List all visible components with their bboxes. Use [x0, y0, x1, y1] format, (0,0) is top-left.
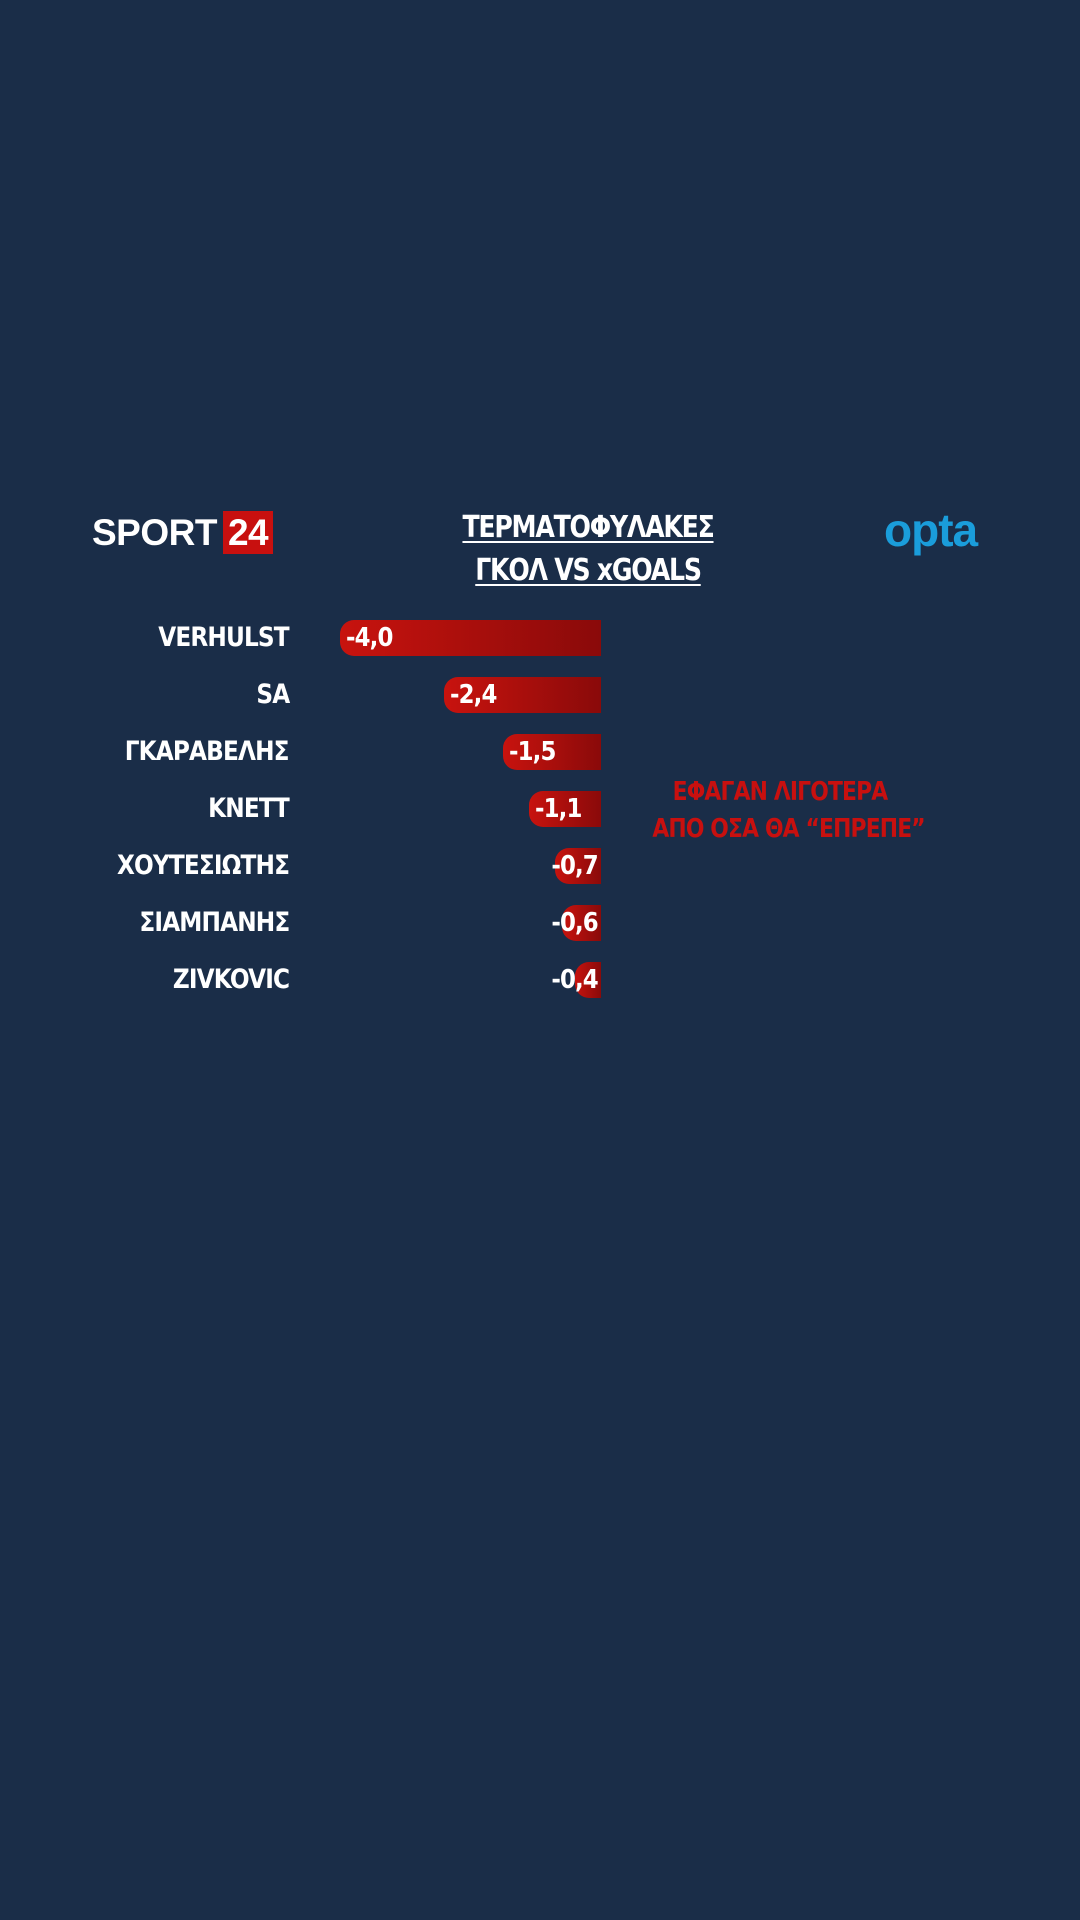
data-label: -4,0: [346, 623, 393, 653]
category-label: ΣΙΑΜΠΑΝΗΣ: [139, 907, 290, 938]
category-label: ZIVKOVIC: [172, 964, 290, 995]
category-label: VERHULST: [158, 622, 290, 653]
category-label: SA: [256, 679, 290, 710]
sport24-logo: SPORT 24: [92, 511, 274, 554]
category-label: ΚΝΕΤΤ: [208, 793, 290, 824]
sport24-logo-number: 24: [222, 511, 274, 554]
bar: [574, 962, 601, 998]
chart-title-line-2: ΓΚΟΛ VS xGOALS: [475, 553, 702, 588]
opta-logo: opta: [884, 504, 978, 556]
bar: [555, 848, 601, 884]
data-label: -0,4: [551, 965, 598, 995]
data-label: -0,6: [551, 908, 598, 938]
bar: [503, 734, 601, 770]
annotation-line-2: ΑΠΟ ΟΣΑ ΘΑ “ΕΠΡΕΠΕ”: [652, 814, 925, 844]
data-label: -2,4: [450, 680, 497, 710]
sport24-logo-word: SPORT: [92, 512, 217, 553]
bar: [561, 905, 601, 941]
data-label: -1,1: [535, 794, 582, 824]
bar: [529, 791, 601, 827]
chart-title: ΤΕΡΜΑΤΟΦΥΛΑΚΕΣ ΓΚΟΛ VS xGOALS: [420, 506, 756, 592]
annotation-line-1: ΕΦΑΓΑΝ ΛΙΓΟΤΕΡΑ: [672, 777, 889, 807]
chart-title-line-1: ΤΕΡΜΑΤΟΦΥΛΑΚΕΣ: [462, 510, 714, 545]
data-label: -1,5: [509, 737, 556, 767]
bar: [340, 620, 601, 656]
category-label: ΓΚΑΡΑΒΕΛΗΣ: [125, 736, 290, 767]
data-label: -0,7: [551, 851, 598, 881]
bar: [444, 677, 601, 713]
chart-annotation: ΕΦΑΓΑΝ ΛΙΓΟΤΕΡΑ ΑΠΟ ΟΣΑ ΘΑ “ΕΠΡΕΠΕ”: [652, 774, 925, 848]
category-label: ΧΟΥΤΕΣΙΩΤΗΣ: [116, 850, 290, 881]
